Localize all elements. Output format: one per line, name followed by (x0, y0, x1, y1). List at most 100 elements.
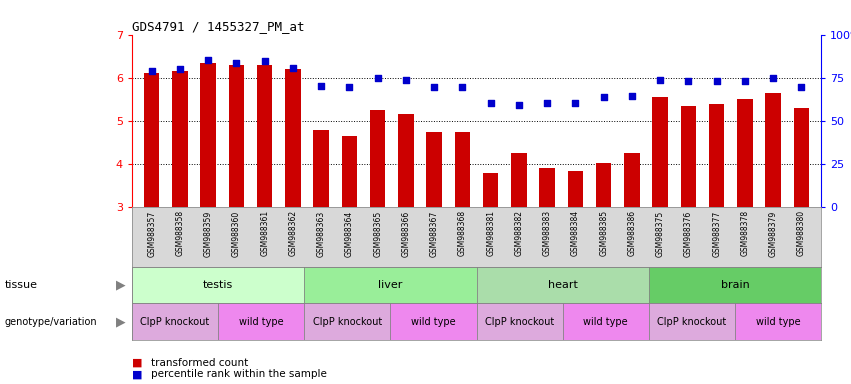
Point (738, 78, 751, 84)
Point (145, 68, 158, 74)
Bar (681, 106, 696, 207)
Text: testis: testis (203, 280, 233, 290)
Text: brain: brain (721, 280, 750, 290)
Bar (737, 99, 752, 207)
Text: GSM988367: GSM988367 (430, 210, 438, 257)
Text: GDS4791 / 1455327_PM_at: GDS4791 / 1455327_PM_at (132, 20, 305, 33)
Bar (172, 71, 188, 207)
Bar (218, 303, 304, 340)
Point (202, 58, 215, 64)
Bar (454, 132, 471, 207)
Text: GSM988366: GSM988366 (402, 210, 410, 257)
Text: GSM988364: GSM988364 (345, 210, 354, 257)
Bar (568, 170, 583, 207)
Bar (794, 108, 809, 207)
Point (682, 78, 695, 84)
Bar (653, 97, 668, 207)
Text: ▶: ▶ (116, 315, 125, 328)
Text: GSM988361: GSM988361 (260, 210, 269, 257)
Point (399, 77, 413, 83)
Text: liver: liver (378, 280, 403, 290)
Bar (391, 303, 477, 340)
Bar (624, 153, 640, 207)
Point (343, 84, 357, 90)
Text: GSM988363: GSM988363 (317, 210, 326, 257)
Bar (540, 169, 555, 207)
Text: GSM988382: GSM988382 (515, 210, 523, 257)
Point (258, 58, 271, 65)
Text: ▶: ▶ (116, 279, 125, 291)
Bar (257, 65, 272, 207)
Point (625, 93, 639, 99)
Bar (648, 267, 821, 303)
Bar (304, 267, 477, 303)
Text: ■: ■ (132, 358, 142, 368)
Text: GSM988385: GSM988385 (599, 210, 608, 257)
Text: percentile rank within the sample: percentile rank within the sample (151, 369, 327, 379)
Text: GSM988378: GSM988378 (740, 210, 750, 257)
Point (484, 100, 498, 106)
Text: wild type: wild type (411, 316, 456, 327)
Bar (144, 73, 159, 207)
Bar (132, 303, 218, 340)
Text: GSM988380: GSM988380 (797, 210, 806, 257)
Bar (370, 110, 386, 207)
Bar (304, 303, 391, 340)
Point (710, 78, 723, 84)
Text: GSM988376: GSM988376 (684, 210, 693, 257)
Bar (132, 267, 304, 303)
Point (286, 65, 300, 71)
Point (654, 77, 667, 83)
Bar (426, 132, 442, 207)
Text: ClpP knockout: ClpP knockout (140, 316, 209, 327)
Text: GSM988360: GSM988360 (232, 210, 241, 257)
Bar (648, 303, 735, 340)
Text: wild type: wild type (756, 316, 801, 327)
Bar (563, 303, 649, 340)
Point (314, 83, 328, 89)
Text: GSM988357: GSM988357 (147, 210, 157, 257)
Point (455, 84, 469, 90)
Text: GSM988384: GSM988384 (571, 210, 580, 257)
Bar (201, 63, 216, 207)
Text: wild type: wild type (584, 316, 628, 327)
Point (767, 75, 780, 81)
Point (597, 94, 610, 100)
Bar (341, 136, 357, 207)
Bar (483, 173, 499, 207)
Bar (229, 65, 244, 207)
Text: heart: heart (548, 280, 578, 290)
Text: GSM988365: GSM988365 (374, 210, 382, 257)
Text: GSM988386: GSM988386 (627, 210, 637, 257)
Text: tissue: tissue (4, 280, 37, 290)
Point (230, 60, 243, 66)
Text: ClpP knockout: ClpP knockout (657, 316, 727, 327)
Point (371, 75, 385, 81)
Bar (477, 303, 563, 340)
Text: wild type: wild type (239, 316, 283, 327)
Point (427, 84, 441, 90)
Bar (596, 163, 612, 207)
Point (540, 100, 554, 106)
Text: ClpP knockout: ClpP knockout (312, 316, 382, 327)
Bar (398, 114, 414, 207)
Bar (511, 153, 527, 207)
Text: GSM988358: GSM988358 (175, 210, 185, 257)
Point (568, 100, 582, 106)
Text: GSM988368: GSM988368 (458, 210, 467, 257)
Text: genotype/variation: genotype/variation (4, 316, 97, 327)
Text: GSM988359: GSM988359 (203, 210, 213, 257)
Point (173, 66, 186, 72)
Point (795, 84, 808, 90)
Point (512, 101, 526, 108)
Bar (313, 130, 329, 207)
Text: GSM988362: GSM988362 (288, 210, 298, 257)
Text: GSM988383: GSM988383 (543, 210, 551, 257)
Text: GSM988381: GSM988381 (486, 210, 495, 257)
Text: transformed count: transformed count (151, 358, 248, 368)
Text: GSM988379: GSM988379 (768, 210, 778, 257)
Text: GSM988375: GSM988375 (655, 210, 665, 257)
Bar (735, 303, 821, 340)
Text: ClpP knockout: ClpP knockout (485, 316, 554, 327)
Bar (709, 104, 724, 207)
